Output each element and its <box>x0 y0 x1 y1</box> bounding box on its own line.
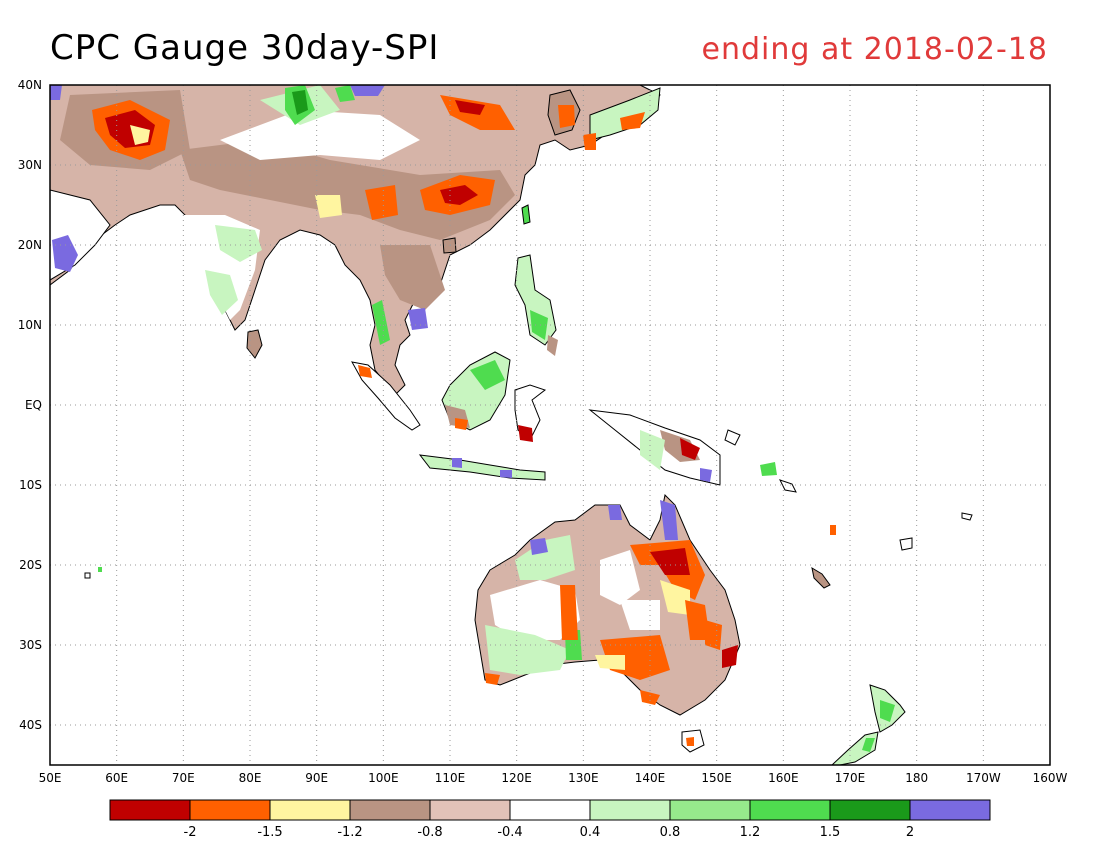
legend-swatch <box>109 799 191 821</box>
lat-label: 20S <box>19 558 42 572</box>
lon-label: 70E <box>172 771 195 785</box>
legend-swatch <box>189 799 271 821</box>
lat-label: 30S <box>19 638 42 652</box>
longitude-labels: 50E 60E 70E 80E 90E 100E 110E 120E 130E 140E 150E 1… <box>39 771 1068 785</box>
lon-label: 60E <box>105 771 128 785</box>
lon-label: 100E <box>368 771 399 785</box>
lon-label: 160W <box>1033 771 1068 785</box>
legend-label: -0.4 <box>497 825 522 840</box>
lat-label: 40N <box>18 78 42 92</box>
lon-label: 110E <box>435 771 466 785</box>
legend-colorbar <box>109 799 991 821</box>
map-grid <box>50 85 1050 765</box>
legend-label: -1.5 <box>257 825 282 840</box>
lon-label: 120E <box>501 771 532 785</box>
legend-label: 0.8 <box>660 825 681 840</box>
legend-swatch <box>429 799 511 821</box>
legend-swatch <box>909 799 991 821</box>
lat-label: 20N <box>18 238 42 252</box>
lon-label: 140E <box>635 771 666 785</box>
lat-label: 40S <box>19 718 42 732</box>
legend-swatch <box>749 799 831 821</box>
latitude-labels: 40N 30N 20N 10N EQ 10S 20S 30S 40S <box>18 78 42 732</box>
lat-label: 30N <box>18 158 42 172</box>
lon-label: 50E <box>39 771 62 785</box>
legend-labels: -2 -1.5 -1.2 -0.8 -0.4 0.4 0.8 1.2 1.5 2 <box>184 825 915 840</box>
legend-label: -0.8 <box>417 825 442 840</box>
legend-swatch <box>509 799 591 821</box>
legend-swatch <box>269 799 351 821</box>
lon-label: 80E <box>239 771 262 785</box>
lon-label: 160E <box>768 771 799 785</box>
lat-label: EQ <box>25 398 42 412</box>
map-date-subtitle: ending at 2018-02-18 <box>701 32 1048 67</box>
lon-label: 170W <box>966 771 1001 785</box>
legend-swatch <box>829 799 911 821</box>
legend-label: 1.2 <box>740 825 761 840</box>
map-title: CPC Gauge 30day-SPI <box>50 28 440 68</box>
lon-label: 150E <box>701 771 732 785</box>
lat-label: 10N <box>18 318 42 332</box>
legend-label: 1.5 <box>820 825 841 840</box>
legend-label: -2 <box>184 825 197 840</box>
map-frame <box>49 84 1051 766</box>
lat-label: 10S <box>19 478 42 492</box>
legend-label: -1.2 <box>337 825 362 840</box>
legend-swatch <box>669 799 751 821</box>
lon-label: 90E <box>305 771 328 785</box>
legend-label: 2 <box>906 825 914 840</box>
legend-swatch <box>349 799 431 821</box>
lon-label: 170E <box>835 771 866 785</box>
map-field <box>50 85 973 765</box>
lon-label: 180 <box>905 771 928 785</box>
legend-swatch <box>589 799 671 821</box>
legend-label: 0.4 <box>580 825 601 840</box>
lon-label: 130E <box>568 771 599 785</box>
